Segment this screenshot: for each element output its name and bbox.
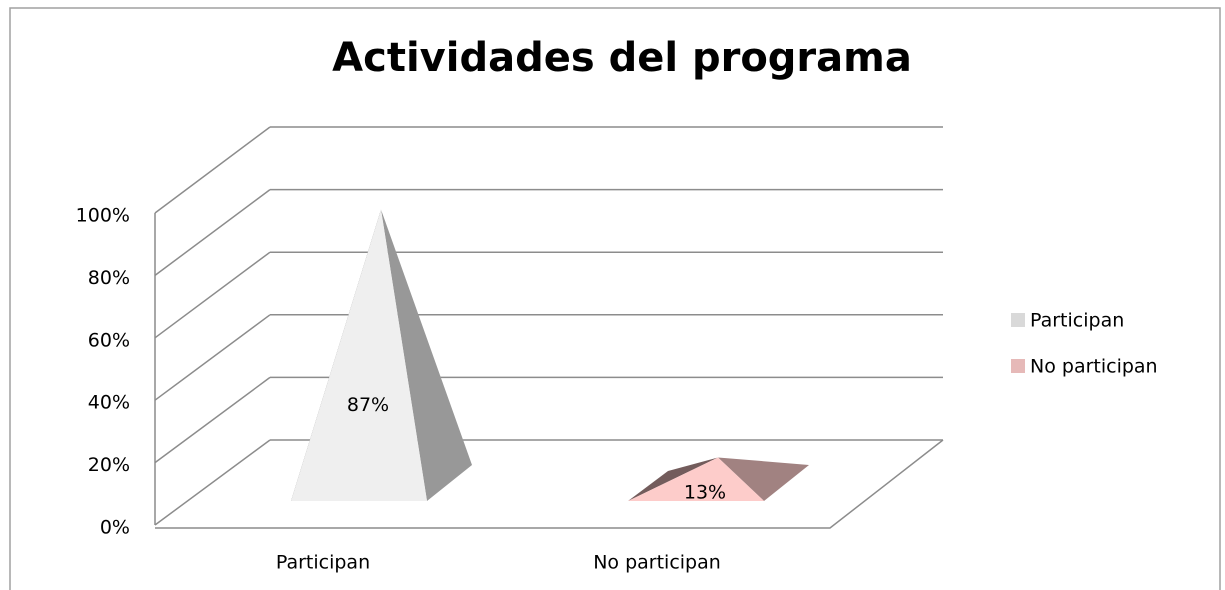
y-tick-label: 80% bbox=[88, 267, 130, 289]
chart-frame bbox=[9, 7, 1221, 590]
data-label: 13% bbox=[684, 482, 726, 504]
floor bbox=[155, 439, 944, 529]
grid-line bbox=[154, 439, 271, 526]
legend-label: No participan bbox=[1030, 356, 1158, 378]
y-tick-label: 20% bbox=[88, 454, 130, 476]
chart-title: Actividades del programa bbox=[332, 35, 912, 81]
grid-line bbox=[154, 188, 271, 277]
y-tick-label: 100% bbox=[76, 205, 130, 227]
legend-swatch bbox=[1011, 313, 1025, 327]
legend-swatch bbox=[1011, 359, 1025, 373]
grid-line bbox=[154, 251, 271, 339]
x-tick-label: Participan bbox=[276, 552, 370, 574]
x-tick-label: No participan bbox=[593, 552, 721, 574]
y-tick-label: 40% bbox=[88, 392, 130, 414]
legend-label: Participan bbox=[1030, 310, 1124, 332]
grid-line bbox=[154, 314, 271, 401]
pyramid-front-face bbox=[628, 457, 764, 501]
pyramid-front-face bbox=[291, 209, 427, 502]
grid-line bbox=[154, 126, 271, 214]
y-tick-label: 60% bbox=[88, 329, 130, 351]
grid-line bbox=[154, 376, 271, 464]
y-tick-label: 0% bbox=[100, 517, 130, 539]
data-label: 87% bbox=[347, 394, 389, 416]
pyramid-right-face bbox=[718, 457, 809, 501]
pyramid-right-face bbox=[381, 209, 472, 502]
